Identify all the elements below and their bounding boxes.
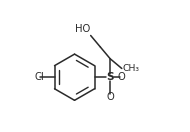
Text: CH₃: CH₃ xyxy=(123,64,139,73)
Text: S: S xyxy=(106,72,114,82)
Text: O: O xyxy=(118,72,126,82)
Text: Cl: Cl xyxy=(35,72,45,82)
Text: O: O xyxy=(106,92,114,102)
Text: HO: HO xyxy=(75,24,90,34)
